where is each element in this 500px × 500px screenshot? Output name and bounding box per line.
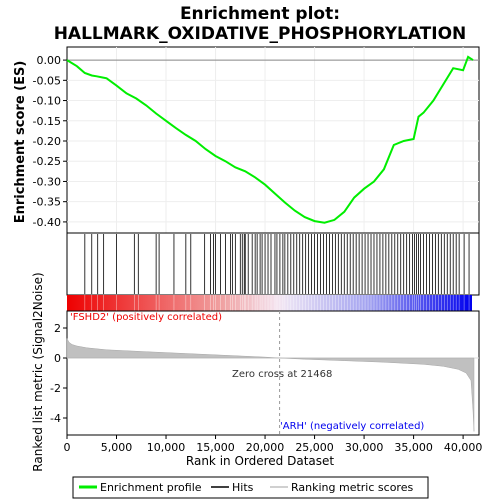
ranking-metric-area: [66, 338, 475, 432]
legend: Enrichment profile Hits Ranking metric s…: [72, 476, 429, 499]
legend-frame: [72, 476, 429, 499]
es-y-tick-label: -0.15: [33, 115, 61, 128]
x-axis: 0 5,000 10,000 15,000 20,000 25,000 30,000 35,0…: [64, 435, 483, 454]
es-y-axis-label: Enrichment score (ES): [13, 61, 28, 224]
es-y-tick-label: -0.25: [33, 155, 61, 168]
chart-title-line2: HALLMARK_OXIDATIVE_PHOSPHORYLATION: [54, 24, 467, 44]
zero-cross-label: Zero cross at 21468: [232, 369, 332, 380]
es-y-tick-label: -0.30: [33, 175, 61, 188]
x-tick-label: 10,000: [147, 441, 186, 454]
x-tick-label: 30,000: [345, 441, 384, 454]
chart-title-line1: Enrichment plot:: [180, 4, 340, 24]
es-y-tick-label: -0.05: [33, 74, 61, 87]
rank-bar-hit-marks: [84, 295, 470, 311]
legend-metric-label: Ranking metric scores: [291, 481, 413, 494]
x-axis-label: Rank in Ordered Dataset: [186, 454, 334, 468]
metric-y-axis: 2 0 -2 -4: [50, 322, 67, 425]
x-tick-label: 25,000: [295, 441, 334, 454]
es-y-tick-label: 0.00: [37, 54, 62, 67]
x-tick-label: 0: [64, 441, 71, 454]
es-y-tick-label: -0.10: [33, 95, 61, 108]
hits-panel-frame: [66, 232, 480, 296]
metric-y-tick-label: -4: [50, 412, 61, 425]
rank-color-bar: [67, 295, 472, 311]
metric-y-axis-label: Ranked list metric (Signal2Noise): [31, 272, 45, 471]
es-y-tick-label: -0.20: [33, 135, 61, 148]
metric-y-tick-label: 2: [54, 322, 61, 335]
metric-y-tick-label: 0: [54, 352, 61, 365]
metric-panel-frame: [66, 310, 480, 436]
metric-y-tick-label: -2: [50, 382, 61, 395]
es-y-tick-label: -0.40: [33, 216, 61, 229]
x-tick-label: 15,000: [196, 441, 235, 454]
hits-marks: [84, 234, 470, 294]
x-tick-label: 5,000: [101, 441, 133, 454]
positive-correlation-label: 'FSHD2' (positively correlated): [70, 312, 222, 323]
x-tick-label: 40,000: [444, 441, 483, 454]
legend-hits-label: Hits: [232, 481, 254, 494]
negative-correlation-label: 'ARH' (negatively correlated): [280, 421, 424, 432]
es-y-axis: 0.00 -0.05 -0.10 -0.15 -0.20 -0.25 -0.30 -0.35 -…: [33, 54, 67, 229]
legend-enrichment-label: Enrichment profile: [100, 481, 202, 494]
x-tick-label: 35,000: [394, 441, 433, 454]
es-y-tick-label: -0.35: [33, 196, 61, 209]
es-panel-frame: [66, 46, 480, 234]
x-tick-label: 20,000: [246, 441, 285, 454]
enrichment-profile-line: [66, 55, 474, 224]
es-panel-grid: [67, 47, 479, 233]
